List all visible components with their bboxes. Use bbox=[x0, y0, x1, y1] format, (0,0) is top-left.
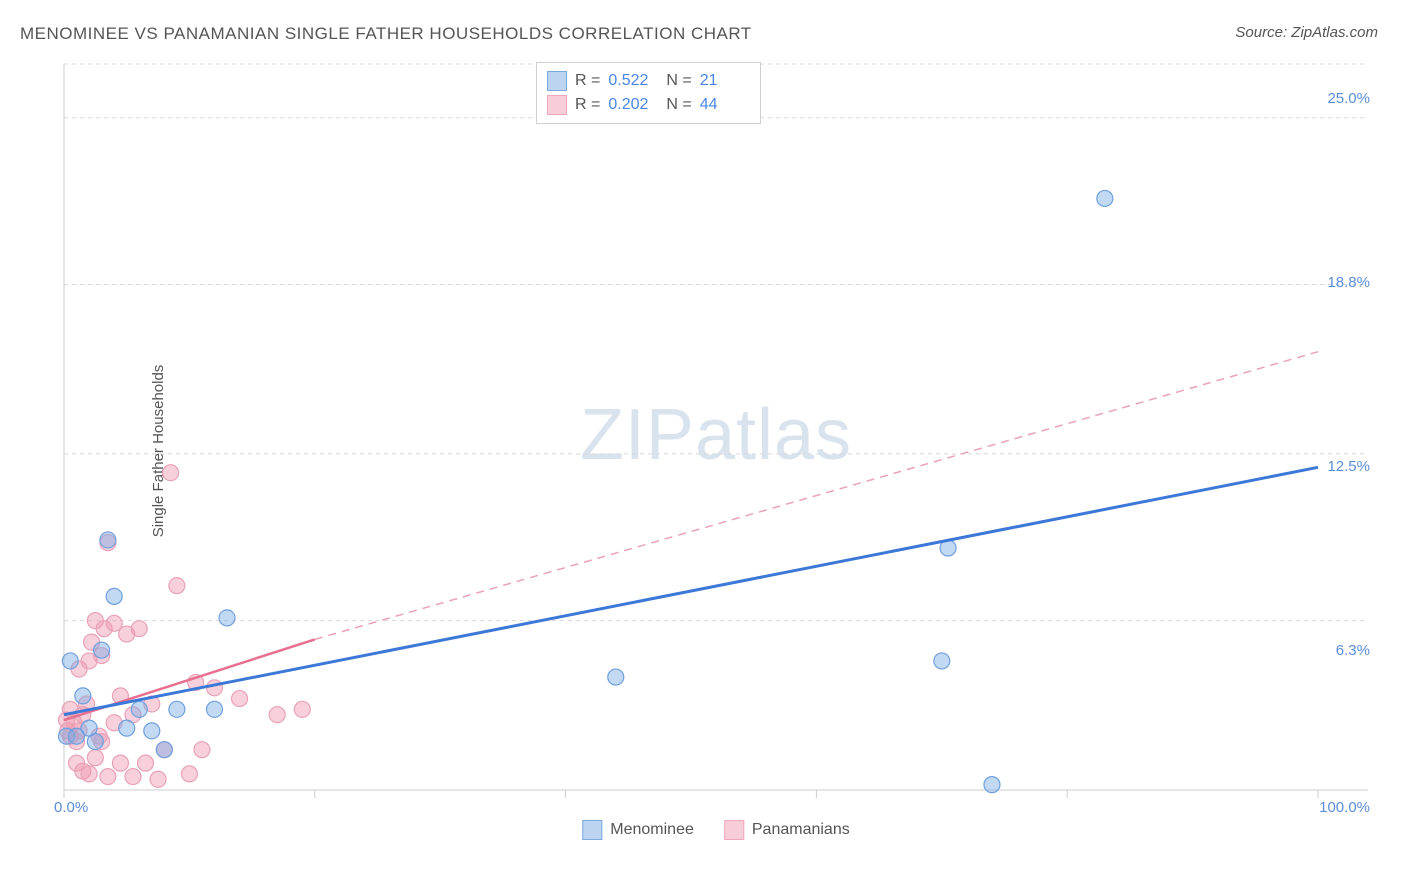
r-value-0: 0.522 bbox=[608, 72, 658, 90]
xtick-0: 0.0% bbox=[54, 799, 88, 816]
legend-label-menominee: Menominee bbox=[610, 821, 694, 839]
n-label-0: N = bbox=[666, 72, 691, 90]
r-value-1: 0.202 bbox=[608, 96, 658, 114]
swatch-menominee bbox=[547, 71, 567, 91]
xtick-100: 100.0% bbox=[1319, 799, 1370, 816]
stats-legend: R = 0.522 N = 21 R = 0.202 N = 44 bbox=[536, 62, 761, 124]
legend-swatch-menominee bbox=[582, 820, 602, 840]
legend-item-menominee: Menominee bbox=[582, 820, 694, 840]
swatch-panamanians bbox=[547, 95, 567, 115]
n-label-1: N = bbox=[666, 96, 691, 114]
stats-row-panamanians: R = 0.202 N = 44 bbox=[547, 93, 750, 117]
chart-svg bbox=[54, 56, 1378, 846]
n-value-1: 44 bbox=[700, 96, 750, 114]
chart-container: MENOMINEE VS PANAMANIAN SINGLE FATHER HO… bbox=[0, 0, 1406, 892]
chart-title: MENOMINEE VS PANAMANIAN SINGLE FATHER HO… bbox=[20, 24, 752, 44]
stats-row-menominee: R = 0.522 N = 21 bbox=[547, 69, 750, 93]
ytick-12-5: 12.5% bbox=[1327, 458, 1370, 475]
ytick-6-3: 6.3% bbox=[1336, 642, 1370, 659]
source-label: Source: bbox=[1235, 24, 1287, 41]
ytick-18-8: 18.8% bbox=[1327, 274, 1370, 291]
source-name: ZipAtlas.com bbox=[1291, 24, 1378, 41]
r-label-1: R = bbox=[575, 96, 600, 114]
ytick-25: 25.0% bbox=[1327, 90, 1370, 107]
plot-area: Single Father Households ZIPatlas 25.0% … bbox=[54, 56, 1378, 846]
legend-swatch-panamanians bbox=[724, 820, 744, 840]
source-credit: Source: ZipAtlas.com bbox=[1235, 24, 1378, 41]
n-value-0: 21 bbox=[700, 72, 750, 90]
legend-label-panamanians: Panamanians bbox=[752, 821, 850, 839]
legend-item-panamanians: Panamanians bbox=[724, 820, 850, 840]
r-label-0: R = bbox=[575, 72, 600, 90]
bottom-legend: Menominee Panamanians bbox=[582, 820, 849, 840]
